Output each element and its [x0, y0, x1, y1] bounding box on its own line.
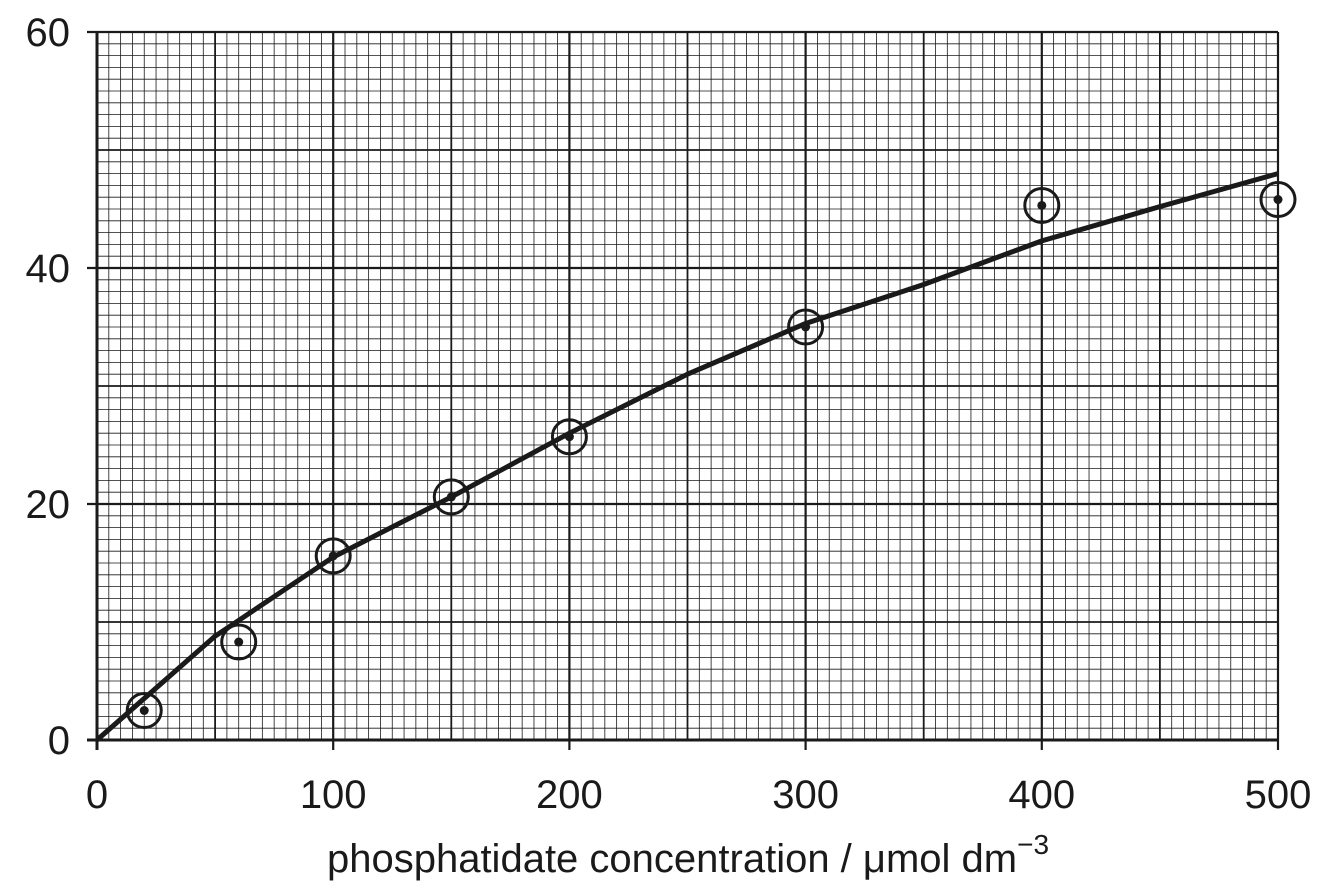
point-ring [787, 308, 825, 346]
data-point [1023, 186, 1061, 224]
point-dot [446, 492, 456, 502]
y-tick-label: 60 [26, 11, 71, 55]
data-point [314, 537, 352, 575]
point-dot [1273, 195, 1283, 205]
point-dot [328, 551, 338, 561]
x-tick-label: 500 [1245, 773, 1312, 817]
point-ring [1023, 186, 1061, 224]
x-tick-label: 300 [772, 773, 839, 817]
point-ring [220, 623, 258, 661]
point-dot [1037, 200, 1047, 210]
point-ring [314, 537, 352, 575]
point-dot [801, 322, 811, 332]
point-dot [564, 432, 574, 442]
data-point [787, 308, 825, 346]
x-axis-label-sup: −3 [1017, 829, 1049, 860]
data-point [550, 418, 588, 456]
point-ring [1259, 181, 1297, 219]
x-tick-label: 400 [1008, 773, 1075, 817]
point-dot [139, 706, 149, 715]
data-point [220, 623, 258, 661]
x-tick-label: 100 [300, 773, 367, 817]
point-ring [125, 692, 163, 729]
y-tick-label: 0 [48, 719, 70, 763]
point-ring [432, 478, 470, 516]
data-point [432, 478, 470, 516]
point-ring [550, 418, 588, 456]
data-point [1259, 181, 1297, 219]
x-axis-label-main: phosphatidate concentration / μmol dm [327, 837, 1017, 881]
x-tick-label: 0 [86, 773, 108, 817]
y-tick-label: 20 [26, 483, 71, 527]
fit-curve [95, 171, 1279, 742]
point-dot [234, 637, 244, 647]
data-point [125, 692, 163, 729]
y-tick-label: 40 [26, 247, 71, 291]
x-tick-label: 200 [536, 773, 603, 817]
x-axis-label: phosphatidate concentration / μmol dm−3 [327, 829, 1049, 881]
